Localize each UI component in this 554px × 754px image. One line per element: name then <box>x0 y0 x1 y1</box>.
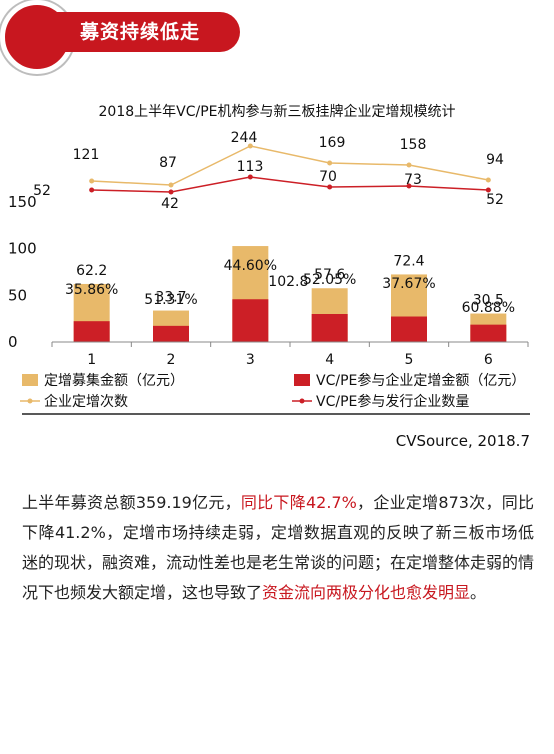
bar-total-label: 57.6 <box>314 267 345 283</box>
legend-label-count: 企业定增次数 <box>44 393 128 410</box>
percent-label: 37.67% <box>382 276 435 292</box>
legend-label-total: 定增募集金额（亿元） <box>44 372 184 389</box>
count-label: 94 <box>486 152 504 168</box>
bar-vcpe <box>73 321 110 342</box>
header-bar <box>44 12 240 52</box>
bar-total-label: 102.8 <box>268 274 308 290</box>
y-tick-label: 150 <box>8 193 37 211</box>
legend-swatch-vcpe <box>294 374 310 386</box>
x-tick-label: 3 <box>246 352 255 368</box>
legend-swatch-total <box>22 374 38 386</box>
point-vcpe-count <box>168 189 174 195</box>
count-label: 87 <box>159 155 177 171</box>
point-count <box>247 143 253 149</box>
x-tick-label: 1 <box>87 352 96 368</box>
percent-label: 35.86% <box>65 282 118 298</box>
vcpe-count-label: 73 <box>404 172 422 188</box>
point-count <box>406 162 412 168</box>
vcpe-count-label: 113 <box>237 159 264 175</box>
y-tick-label: 0 <box>8 333 18 351</box>
point-vcpe-count <box>327 184 333 190</box>
point-count <box>327 160 333 166</box>
vcpe-count-label: 52 <box>486 192 504 208</box>
chart-title: 2018上半年VC/PE机构参与新三板挂牌企业定增规模统计 <box>99 103 456 120</box>
point-vcpe-count <box>89 187 95 193</box>
count-label: 121 <box>73 147 100 163</box>
percent-label: 44.60% <box>224 258 277 274</box>
bar-vcpe <box>153 325 189 342</box>
summary-highlight: 同比下降42.7% <box>240 493 357 512</box>
legend-marker-vcpe-count <box>299 398 305 404</box>
legend-label-vcpe-count: VC/PE参与发行企业数量 <box>316 393 469 410</box>
section-title: 募资持续低走 <box>80 21 201 43</box>
y-tick-label: 100 <box>8 240 37 258</box>
count-label: 158 <box>400 137 427 153</box>
vcpe-count-label: 70 <box>319 169 337 185</box>
line-vcpe-count <box>91 176 489 193</box>
point-vcpe-count <box>406 183 412 189</box>
point-vcpe-count <box>485 187 491 193</box>
legend-label-vcpe: VC/PE参与企业定增金额（亿元） <box>316 372 525 389</box>
legend-marker-count <box>27 398 33 404</box>
point-count <box>89 178 95 184</box>
count-label: 169 <box>319 135 346 151</box>
percent-label: 52.05% <box>303 272 356 288</box>
x-tick-label: 5 <box>405 352 414 368</box>
x-tick-label: 2 <box>167 352 176 368</box>
line-count <box>91 145 489 186</box>
bar-total-label: 33.7 <box>155 290 186 306</box>
summary-part: ，企业定增873次，同比下降41.2%，定增市场持续走弱，定增数据直观的反映了新… <box>22 493 535 602</box>
percent-label: 51.31% <box>144 292 197 308</box>
point-vcpe-count <box>247 174 253 180</box>
percent-label: 60.88% <box>462 300 515 316</box>
count-label: 244 <box>231 130 258 146</box>
summary-paragraph: 上半年募资总额359.19亿元，同比下降42.7%，企业定增873次，同比下降4… <box>22 488 534 608</box>
source-text: CVSource, 2018.7 <box>395 432 530 450</box>
bar-vcpe <box>311 314 348 342</box>
point-count <box>168 182 174 188</box>
vcpe-count-label: 52 <box>33 183 51 199</box>
bar-vcpe <box>470 324 507 342</box>
bar-vcpe <box>232 299 269 342</box>
x-tick-label: 6 <box>484 352 493 368</box>
bar-total-label: 62.2 <box>76 263 107 279</box>
summary-part: 上半年募资总额359.19亿元， <box>22 493 241 512</box>
bar-total-label: 30.5 <box>473 293 504 309</box>
point-count <box>485 177 491 183</box>
x-tick-label: 4 <box>325 352 334 368</box>
bar-vcpe <box>391 316 427 342</box>
vcpe-count-label: 42 <box>161 196 179 212</box>
summary-part: 。 <box>470 583 487 602</box>
summary-highlight: 资金流向两极分化也愈发明显 <box>262 583 471 602</box>
bar-total-label: 72.4 <box>393 253 424 269</box>
y-tick-label: 50 <box>8 286 27 304</box>
